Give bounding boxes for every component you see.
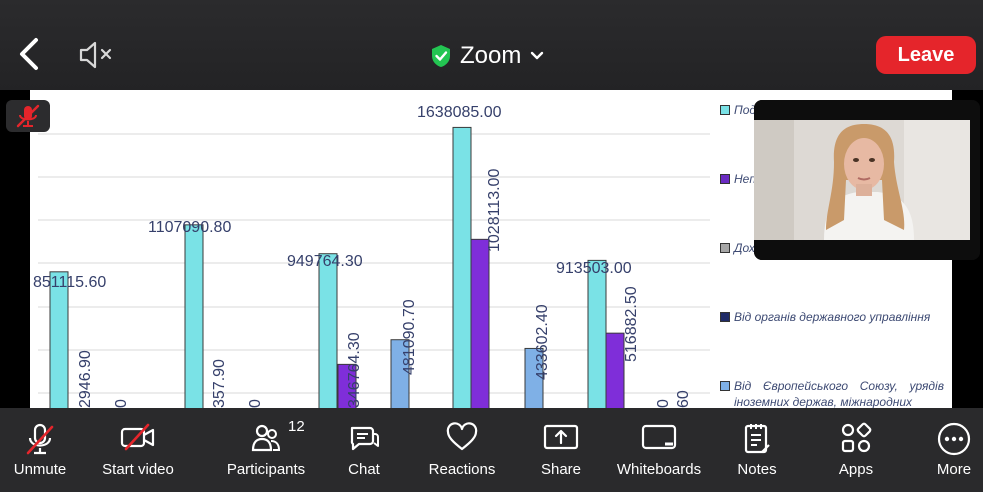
participant-video-frame: [754, 100, 980, 260]
data-label: 913503.00: [556, 260, 632, 277]
bar-chart: 851115.60 2946.90 0 1107090.80 357.90 0 949764…: [33, 104, 710, 408]
data-label: 357.90: [211, 359, 228, 408]
heart-icon: [446, 422, 478, 451]
whiteboards-button[interactable]: Whiteboards: [610, 408, 708, 492]
data-label: 433602.40: [534, 304, 551, 380]
meeting-title: Zoom: [460, 42, 522, 69]
bar-2-5: [470, 238, 490, 408]
legend-label: Неп: [734, 172, 756, 186]
participant-video[interactable]: [754, 100, 980, 260]
data-label: 2946.90: [77, 350, 94, 408]
legend-label: Под: [734, 103, 757, 117]
bar-1-5: [452, 126, 472, 408]
bar-1-2: [184, 224, 204, 408]
bar-2-3: [337, 363, 357, 408]
notes-icon: [744, 424, 770, 454]
chat-button[interactable]: Chat: [315, 408, 413, 492]
start-video-button[interactable]: Start video: [89, 408, 187, 492]
participants-icon: [251, 424, 281, 452]
more-button[interactable]: More: [905, 408, 983, 492]
legend-item: Від органів державного управління: [720, 309, 944, 325]
bar-1-7: [587, 259, 607, 408]
legend-label: Від органів державного управління: [734, 310, 931, 324]
more-icon: [937, 422, 971, 456]
bar-1-3: [318, 253, 338, 408]
notes-button[interactable]: Notes: [708, 408, 806, 492]
participants-button[interactable]: Participants: [217, 408, 315, 492]
data-label: 0: [113, 399, 130, 408]
bar-2-7: [605, 332, 625, 408]
mic-muted-icon: [26, 423, 54, 455]
legend-label: Дох: [734, 241, 755, 255]
meeting-toolbar: Unmute Start video Participants 12 Chat …: [0, 408, 983, 492]
leave-button[interactable]: Leave: [876, 36, 976, 74]
data-label: 60: [675, 390, 692, 408]
bar-3-6: [524, 347, 544, 408]
share-icon: [543, 424, 579, 450]
legend-item: Неп: [720, 171, 944, 187]
legend-swatch: [720, 243, 730, 253]
mic-muted-icon: [16, 104, 40, 128]
legend-label: Від Європейського Союзу, урядів іноземни…: [734, 379, 944, 408]
apps-button[interactable]: Apps: [807, 408, 905, 492]
muted-indicator: [6, 100, 50, 132]
legend-swatch: [720, 105, 730, 115]
legend-swatch: [720, 174, 730, 184]
reactions-button[interactable]: Reactions: [413, 408, 511, 492]
data-label: 516882.50: [623, 286, 640, 362]
meeting-header: Zoom Leave: [0, 0, 983, 90]
back-icon[interactable]: [14, 36, 44, 72]
data-label: 0: [655, 399, 672, 408]
data-label: 851115.60: [33, 274, 106, 291]
apps-icon: [841, 422, 872, 453]
data-label: 1638085.00: [417, 104, 502, 121]
legend-item: Под: [720, 102, 944, 118]
chart-legend: Под Неп Дох Від органів державного управлін…: [720, 90, 952, 408]
speaker-off-icon[interactable]: [78, 40, 118, 70]
whiteboard-icon: [641, 424, 677, 450]
chat-icon: [350, 426, 379, 451]
legend-swatch: [720, 312, 730, 322]
legend-item: Дох: [720, 240, 944, 256]
meeting-title-dropdown[interactable]: Zoom: [430, 38, 545, 74]
unmute-button[interactable]: Unmute: [0, 408, 89, 492]
legend-item: Від Європейського Союзу, урядів іноземни…: [720, 378, 944, 408]
share-button[interactable]: Share: [512, 408, 610, 492]
shield-check-icon: [432, 45, 450, 67]
chevron-down-icon: [531, 51, 544, 60]
bar-3-4: [390, 339, 410, 408]
data-label: 1107090.80: [148, 219, 231, 236]
data-label: 346764.30: [346, 332, 363, 408]
legend-swatch: [720, 381, 730, 391]
video-off-icon: [120, 423, 155, 451]
participants-count: 12: [288, 418, 305, 435]
data-label: 949764.30: [287, 253, 363, 270]
data-label: 481090.70: [401, 299, 418, 375]
data-label: 0: [247, 399, 264, 408]
bar-1-1: [49, 271, 69, 408]
data-label: 1028113.00: [486, 169, 503, 252]
